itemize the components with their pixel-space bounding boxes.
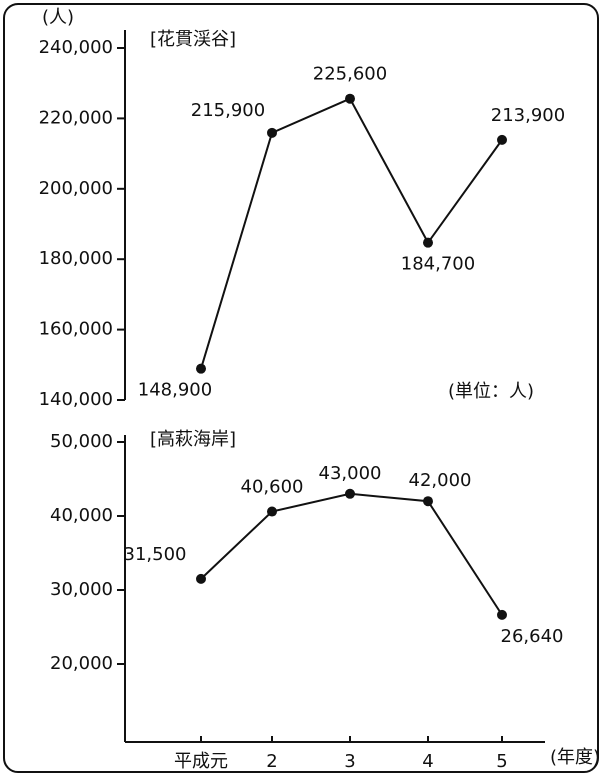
data-point: [345, 93, 355, 104]
value-label: 213,900: [491, 105, 565, 126]
series-line: [200, 97, 503, 369]
value-label: 184,700: [401, 254, 475, 275]
x-tick-label: 平成元: [174, 751, 228, 772]
data-point: [196, 573, 206, 584]
data-point: [497, 609, 507, 620]
y-tick-label: 140,000: [39, 389, 113, 410]
x-tick-label: 2: [266, 751, 277, 772]
y-tick-label: 50,000: [50, 431, 113, 452]
y-tick-label: 20,000: [50, 653, 113, 674]
y-axis-unit: (人): [42, 7, 74, 28]
value-label: 42,000: [409, 470, 472, 491]
x-tick-label: 4: [422, 751, 433, 772]
data-point: [267, 506, 277, 517]
y-tick-label: 160,000: [39, 319, 113, 340]
value-label: 215,900: [191, 100, 265, 121]
unit-note: (単位：人): [448, 381, 534, 402]
series-line: [200, 492, 503, 616]
panel-label: [高萩海岸]: [150, 429, 236, 450]
data-point: [196, 363, 206, 374]
x-tick-label: 5: [496, 751, 507, 772]
value-label: 148,900: [138, 380, 212, 401]
y-tick-label: 30,000: [50, 579, 113, 600]
y-tick-label: 220,000: [39, 107, 113, 128]
data-point: [423, 496, 433, 507]
frame: [3, 3, 599, 773]
value-label: 26,640: [501, 626, 564, 647]
y-tick-label: 200,000: [39, 178, 113, 199]
value-label: 225,600: [313, 64, 387, 85]
y-tick-label: 40,000: [50, 505, 113, 526]
data-point: [423, 237, 433, 248]
value-label: 40,600: [241, 477, 304, 498]
data-point: [267, 127, 277, 138]
value-label: 31,500: [124, 544, 187, 565]
panel-label: [花貫渓谷]: [150, 29, 236, 50]
value-label: 43,000: [319, 463, 382, 484]
data-point: [345, 488, 355, 499]
y-tick-label: 180,000: [39, 248, 113, 269]
x-axis-label: (年度): [550, 747, 600, 768]
y-tick-label: 240,000: [39, 37, 113, 58]
x-tick-label: 3: [344, 751, 355, 772]
data-point: [497, 134, 507, 145]
